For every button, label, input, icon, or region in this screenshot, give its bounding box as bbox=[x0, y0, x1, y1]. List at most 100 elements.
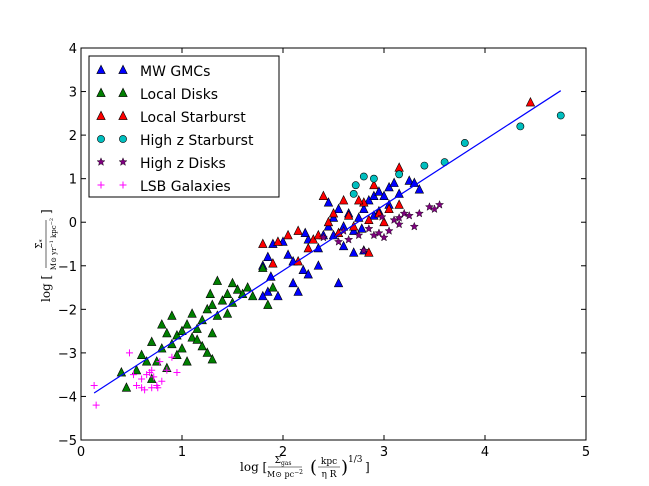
legend: MW GMCs Local Disks Local Starburst High… bbox=[88, 55, 280, 198]
legend-marker-5 bbox=[119, 181, 127, 189]
y-tick-label: 4 bbox=[69, 42, 77, 57]
legend-marker-4 bbox=[118, 157, 128, 166]
point-series-0 bbox=[273, 290, 283, 301]
point-series-5 bbox=[130, 371, 138, 379]
point-series-4 bbox=[389, 215, 399, 224]
point-series-2 bbox=[343, 210, 354, 220]
x-axis-label: log [ Σgas M⊙ pc−2 ( kpc η R ) 1/3 ] bbox=[240, 455, 370, 480]
point-series-4 bbox=[394, 213, 404, 222]
fit-line-group bbox=[93, 90, 562, 394]
point-series-2 bbox=[303, 242, 313, 253]
point-series-2 bbox=[328, 208, 339, 218]
point-series-0 bbox=[258, 290, 268, 301]
point-series-1 bbox=[152, 356, 162, 366]
point-series-0 bbox=[414, 184, 425, 194]
point-series-4 bbox=[364, 224, 374, 233]
x-label-exponent: 1/3 bbox=[348, 455, 363, 465]
x-tick-label: 2 bbox=[279, 445, 287, 460]
point-series-2 bbox=[364, 247, 374, 257]
point-series-5 bbox=[168, 353, 176, 361]
point-series-4 bbox=[404, 210, 414, 220]
point-series-4 bbox=[354, 230, 364, 240]
point-series-1 bbox=[121, 382, 132, 392]
point-series-4 bbox=[394, 219, 404, 229]
y-tick-label: 0 bbox=[69, 216, 77, 231]
point-series-0 bbox=[374, 186, 384, 196]
point-series-4 bbox=[359, 245, 369, 255]
point-series-4 bbox=[377, 212, 387, 221]
point-series-4 bbox=[318, 232, 328, 242]
point-series-4 bbox=[384, 226, 394, 235]
legend-marker-2 bbox=[96, 110, 106, 120]
x-label-paren-open: ( bbox=[310, 457, 317, 478]
y-axis-label: log [ Σ̇* M⊙ yr−1 kpc−2 ] bbox=[35, 209, 58, 302]
legend-entry-mw-gmcs: MW GMCs bbox=[140, 64, 210, 80]
point-series-1 bbox=[172, 349, 182, 359]
y-tick-label: 3 bbox=[69, 86, 77, 101]
point-series-3 bbox=[420, 161, 429, 170]
point-series-3 bbox=[516, 122, 525, 131]
point-series-1 bbox=[131, 364, 142, 375]
point-series-0 bbox=[404, 175, 414, 185]
point-series-4 bbox=[424, 202, 434, 211]
point-series-3 bbox=[460, 139, 469, 147]
point-series-0 bbox=[293, 286, 303, 296]
legend-marker-4 bbox=[96, 157, 106, 166]
point-series-3 bbox=[556, 111, 565, 120]
point-series-1 bbox=[136, 349, 147, 359]
point-series-1 bbox=[227, 277, 238, 288]
point-series-0 bbox=[359, 203, 369, 214]
y-label-fraction-num: Σ̇* bbox=[35, 239, 46, 248]
point-series-1 bbox=[248, 290, 258, 301]
point-series-1 bbox=[177, 325, 187, 336]
fit-line bbox=[93, 90, 562, 394]
x-tick-label: 4 bbox=[481, 445, 489, 460]
point-series-3 bbox=[351, 181, 360, 190]
x-label-prefix: log [ bbox=[240, 460, 267, 474]
legend-marker-3 bbox=[119, 135, 127, 143]
legend-entry-high-z-disks: High z Disks bbox=[140, 156, 226, 172]
point-series-4 bbox=[369, 230, 379, 240]
legend-box bbox=[88, 55, 280, 198]
x-label-suffix: ] bbox=[365, 460, 370, 474]
point-series-2 bbox=[379, 216, 389, 227]
point-series-1 bbox=[207, 299, 217, 309]
point-series-3 bbox=[369, 174, 378, 183]
point-series-1 bbox=[157, 319, 167, 329]
point-series-0 bbox=[349, 247, 359, 257]
point-series-1 bbox=[207, 353, 217, 364]
point-series-5 bbox=[90, 382, 98, 390]
point-series-2 bbox=[364, 214, 374, 224]
point-series-5 bbox=[173, 368, 181, 376]
point-series-1 bbox=[147, 336, 157, 346]
point-series-2 bbox=[394, 199, 404, 209]
point-series-1 bbox=[268, 282, 278, 292]
point-series-2 bbox=[333, 227, 344, 238]
point-series-2 bbox=[394, 162, 404, 172]
point-series-1 bbox=[162, 327, 172, 338]
point-series-0 bbox=[266, 271, 276, 281]
axis-ticks: 0 1 2 3 4 5 −5 −4 −3 −2 −1 0 1 2 3 4 bbox=[58, 42, 590, 460]
point-series-1 bbox=[202, 347, 212, 357]
point-series-5 bbox=[138, 384, 146, 392]
point-series-1 bbox=[242, 282, 253, 292]
point-series-5 bbox=[148, 366, 156, 374]
point-series-2 bbox=[525, 96, 536, 107]
x-label-fraction-den: M⊙ pc−2 bbox=[267, 469, 303, 479]
point-series-4 bbox=[344, 234, 354, 244]
point-series-5 bbox=[133, 382, 141, 390]
plot-frame bbox=[80, 47, 587, 441]
point-series-1 bbox=[192, 334, 202, 344]
x-tick-label: 1 bbox=[178, 445, 186, 460]
point-series-1 bbox=[212, 275, 223, 285]
point-series-0 bbox=[333, 203, 344, 214]
point-series-5 bbox=[154, 384, 162, 392]
point-series-5 bbox=[150, 373, 158, 381]
y-tick-label: −1 bbox=[58, 260, 77, 275]
point-series-5 bbox=[156, 358, 164, 366]
point-series-3 bbox=[395, 170, 404, 179]
legend-entry-high-z-starburst: High z Starburst bbox=[140, 133, 254, 149]
point-series-2 bbox=[258, 238, 268, 248]
point-series-1 bbox=[258, 262, 268, 272]
